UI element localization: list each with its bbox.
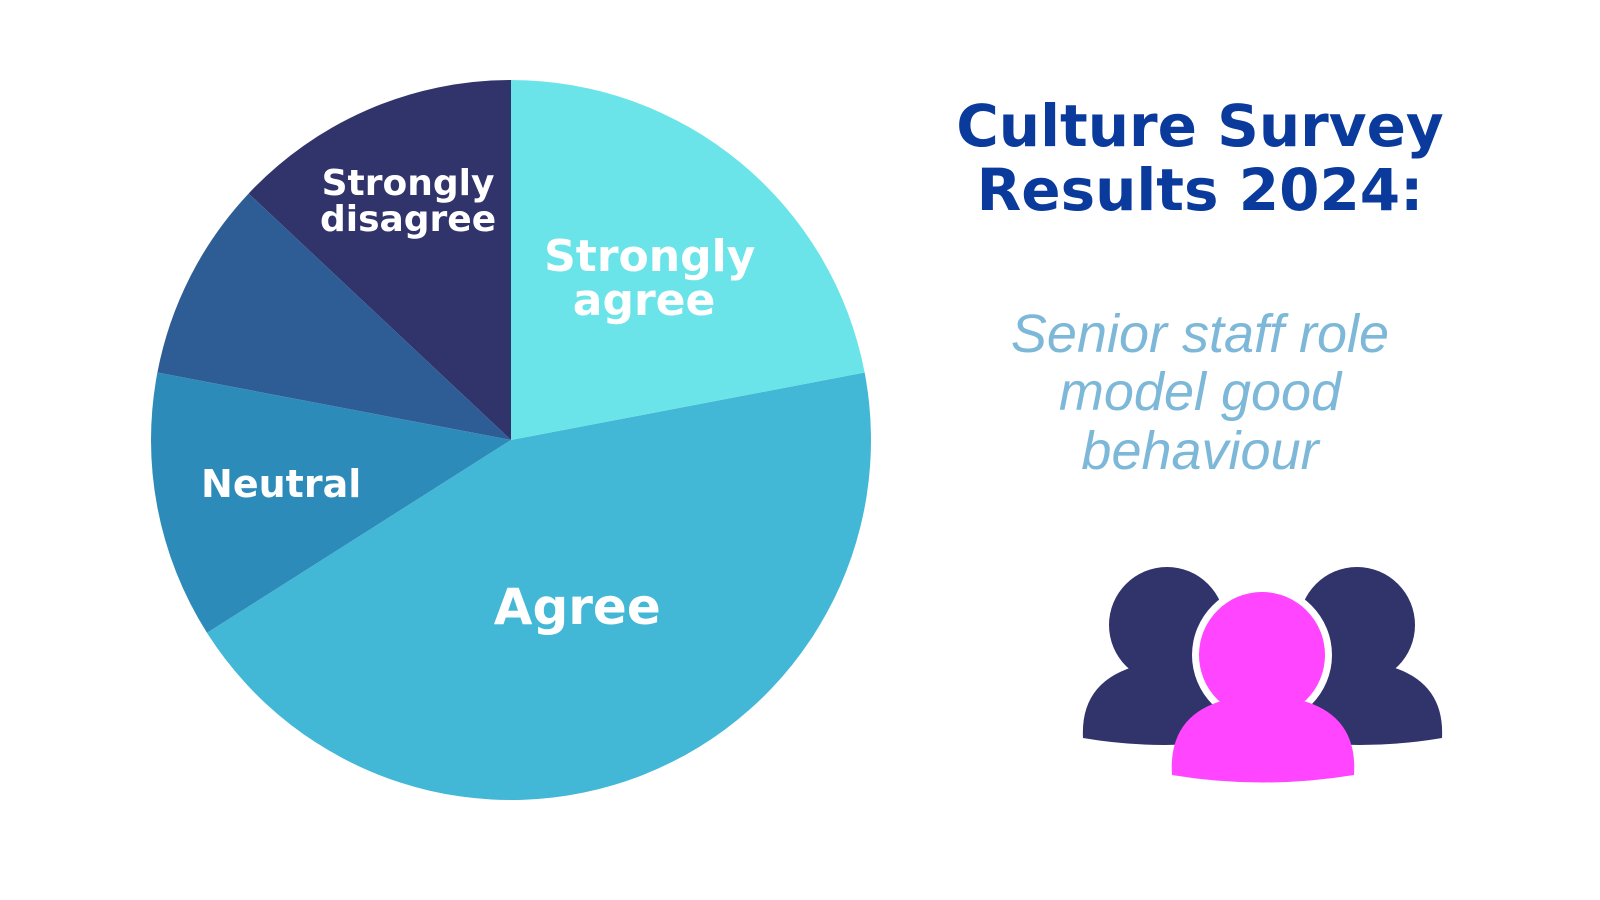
chart-title: Culture Survey Results 2024:	[956, 92, 1444, 224]
chart-subtitle: Senior staff role model good behaviour	[1010, 304, 1390, 481]
slice-label: Strongly agree	[544, 231, 756, 327]
pie-slice	[248, 80, 511, 440]
pie-slice	[150, 372, 511, 633]
people-icon	[1082, 567, 1443, 783]
slice-label: Agree	[493, 578, 661, 637]
pie-slice	[207, 372, 872, 800]
slice-label: Strongly disagree	[319, 163, 497, 241]
pie-slice	[511, 80, 865, 440]
pie-slice	[157, 193, 511, 440]
slice-label: Neutral	[201, 461, 362, 506]
